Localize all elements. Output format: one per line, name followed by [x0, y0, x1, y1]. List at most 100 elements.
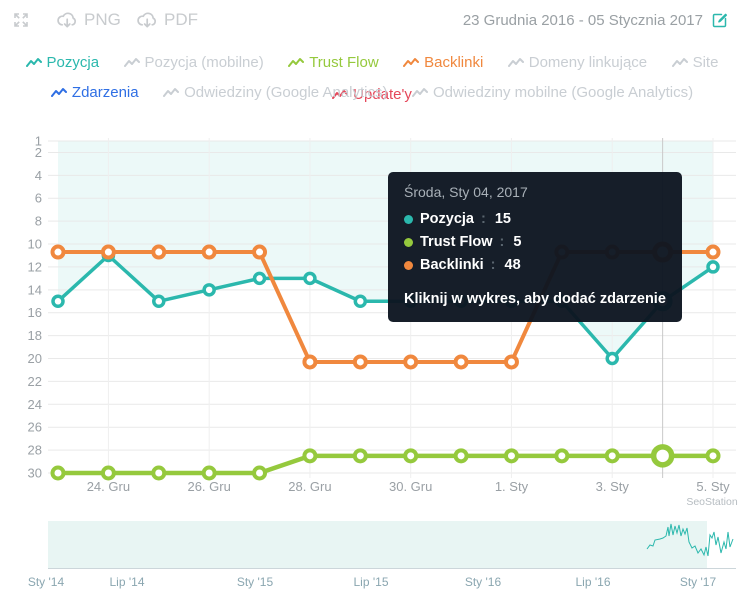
navigator-tick-label: Sty '15	[236, 575, 274, 589]
svg-text:1: 1	[35, 134, 42, 149]
selected-chart-point-trust-flow[interactable]	[650, 444, 675, 468]
selected-chart-point-backlinki[interactable]	[652, 241, 674, 263]
chart-point-trust-flow[interactable]	[453, 448, 469, 464]
chart-point-trust-flow[interactable]	[50, 465, 66, 481]
chart-point-backlinki[interactable]	[604, 244, 620, 260]
pdf-label: PDF	[164, 10, 198, 29]
legend-row-2: Zdarzenia Odwiedziny (Google Analytics) …	[0, 78, 744, 108]
chart-point-backlinki[interactable]	[503, 354, 519, 370]
cloud-download-icon	[57, 12, 76, 28]
chart-point-pozycja[interactable]	[303, 271, 317, 286]
legend-item-odwiedziny-mobilne-ga[interactable]: Odwiedziny mobilne (Google Analytics)	[411, 78, 694, 108]
line-series-icon	[288, 58, 305, 67]
chart-point-backlinki[interactable]	[403, 354, 419, 370]
legend-item-odwiedziny-ga[interactable]: Odwiedziny (Google Analytics)	[163, 78, 388, 108]
chart-point-pozycja[interactable]	[454, 294, 468, 309]
chart-point-backlinki[interactable]	[453, 354, 469, 370]
edit-date-icon[interactable]	[711, 12, 728, 29]
legend-label: Pozycja (mobilne)	[144, 54, 264, 71]
chart-point-backlinki[interactable]	[151, 244, 167, 260]
chart-point-backlinki[interactable]	[201, 244, 217, 260]
chart-point-backlinki[interactable]	[252, 244, 268, 260]
svg-text:28. Gru: 28. Gru	[288, 479, 331, 494]
svg-text:2: 2	[35, 145, 42, 160]
legend-item-backlinki[interactable]: Backlinki	[403, 48, 483, 78]
chart-point-trust-flow[interactable]	[403, 448, 419, 464]
legend-item-pozycja[interactable]: Pozycja	[25, 48, 99, 78]
chart-point-backlinki[interactable]	[50, 244, 66, 260]
legend-label: Zdarzenia	[71, 84, 139, 101]
navigator-tick-label: Lip '15	[353, 575, 389, 589]
chart-point-pozycja[interactable]	[51, 294, 65, 309]
chart-point-trust-flow[interactable]	[503, 448, 519, 464]
chart-point-pozycja[interactable]	[605, 351, 619, 366]
navigator-mask[interactable]	[48, 521, 707, 568]
sparkline-path	[646, 523, 734, 557]
legend-label: Update'y	[353, 86, 412, 103]
line-series-icon	[507, 58, 524, 67]
navigator-axis-line	[48, 568, 736, 569]
chart-point-backlinki[interactable]	[352, 354, 368, 370]
svg-text:3. Sty: 3. Sty	[596, 479, 630, 494]
legend-item-zdarzenia[interactable]: Zdarzenia	[50, 78, 139, 108]
toolbar: PNG PDF 23 Grudnia 2016 - 05 Stycznia 20…	[0, 0, 744, 40]
legend-item-pozycja-mobilne[interactable]: Pozycja (mobilne)	[123, 48, 264, 78]
chart-point-trust-flow[interactable]	[151, 465, 167, 481]
svg-text:12: 12	[28, 259, 42, 274]
svg-text:8: 8	[35, 214, 42, 229]
chart-point-pozycja[interactable]	[403, 294, 418, 309]
line-series-icon	[50, 88, 67, 97]
chart-point-trust-flow[interactable]	[352, 448, 368, 464]
navigator-tick-label: Lip '16	[575, 575, 611, 589]
chart-point-trust-flow[interactable]	[201, 465, 217, 481]
legend-label: Domeny linkujące	[528, 54, 648, 71]
legend-label: Odwiedziny mobilne (Google Analytics)	[432, 84, 694, 101]
svg-text:26. Gru: 26. Gru	[187, 479, 230, 494]
chart-point-pozycja[interactable]	[555, 294, 569, 309]
line-series-icon	[332, 90, 349, 99]
download-pdf-button[interactable]: PDF	[136, 10, 198, 30]
svg-text:20: 20	[28, 351, 42, 366]
chart-point-backlinki[interactable]	[554, 244, 570, 260]
line-series-icon	[671, 58, 688, 67]
chart-point-trust-flow[interactable]	[252, 465, 268, 481]
svg-text:22: 22	[28, 374, 42, 389]
chart-point-backlinki[interactable]	[100, 244, 116, 260]
svg-text:1. Sty: 1. Sty	[495, 479, 529, 494]
chart-point-trust-flow[interactable]	[554, 448, 570, 464]
legend: Pozycja Pozycja (mobilne) Trust Flow Bac…	[0, 48, 744, 108]
svg-text:4: 4	[35, 168, 42, 183]
svg-text:18: 18	[28, 328, 42, 343]
svg-text:30: 30	[28, 465, 42, 480]
chart-point-trust-flow[interactable]	[100, 465, 116, 481]
chart-point-pozycja[interactable]	[252, 271, 267, 286]
navigator-tick-label: Sty '16	[464, 575, 502, 589]
chart-area: 1 2 4 6 8 10 12 14 16 18 20 22 24 26 28 30 24. Gru 26. Gr…	[0, 130, 744, 515]
download-png-button[interactable]: PNG	[56, 10, 121, 30]
chart-point-trust-flow[interactable]	[302, 448, 318, 464]
date-range: 23 Grudnia 2016 - 05 Stycznia 2017	[463, 12, 728, 29]
legend-item-trust-flow[interactable]: Trust Flow	[288, 48, 379, 78]
fullscreen-button[interactable]	[12, 11, 30, 29]
date-range-text: 23 Grudnia 2016 - 05 Stycznia 2017	[462, 12, 703, 29]
legend-item-domeny-linkujace[interactable]: Domeny linkujące	[507, 48, 648, 78]
legend-item-updatey[interactable]: Update'y	[332, 80, 412, 110]
chart-point-backlinki[interactable]	[705, 244, 721, 260]
chart-point-pozycja[interactable]	[152, 294, 166, 309]
series-line-trust-flow	[55, 453, 716, 476]
svg-text:28: 28	[28, 443, 42, 458]
chart-point-trust-flow[interactable]	[604, 448, 620, 464]
selected-chart-point-pozycja[interactable]	[652, 291, 673, 312]
svg-text:5. Sty: 5. Sty	[696, 479, 730, 494]
chart-point-backlinki[interactable]	[302, 354, 318, 370]
chart-point-pozycja[interactable]	[706, 260, 720, 274]
legend-item-site[interactable]: Site	[671, 48, 718, 78]
chart-point-pozycja[interactable]	[202, 283, 216, 297]
chart-point-trust-flow[interactable]	[705, 448, 721, 464]
chart-point-pozycja[interactable]	[504, 294, 519, 309]
chart-point-pozycja[interactable]	[353, 294, 368, 309]
legend-label: Backlinki	[424, 54, 484, 71]
